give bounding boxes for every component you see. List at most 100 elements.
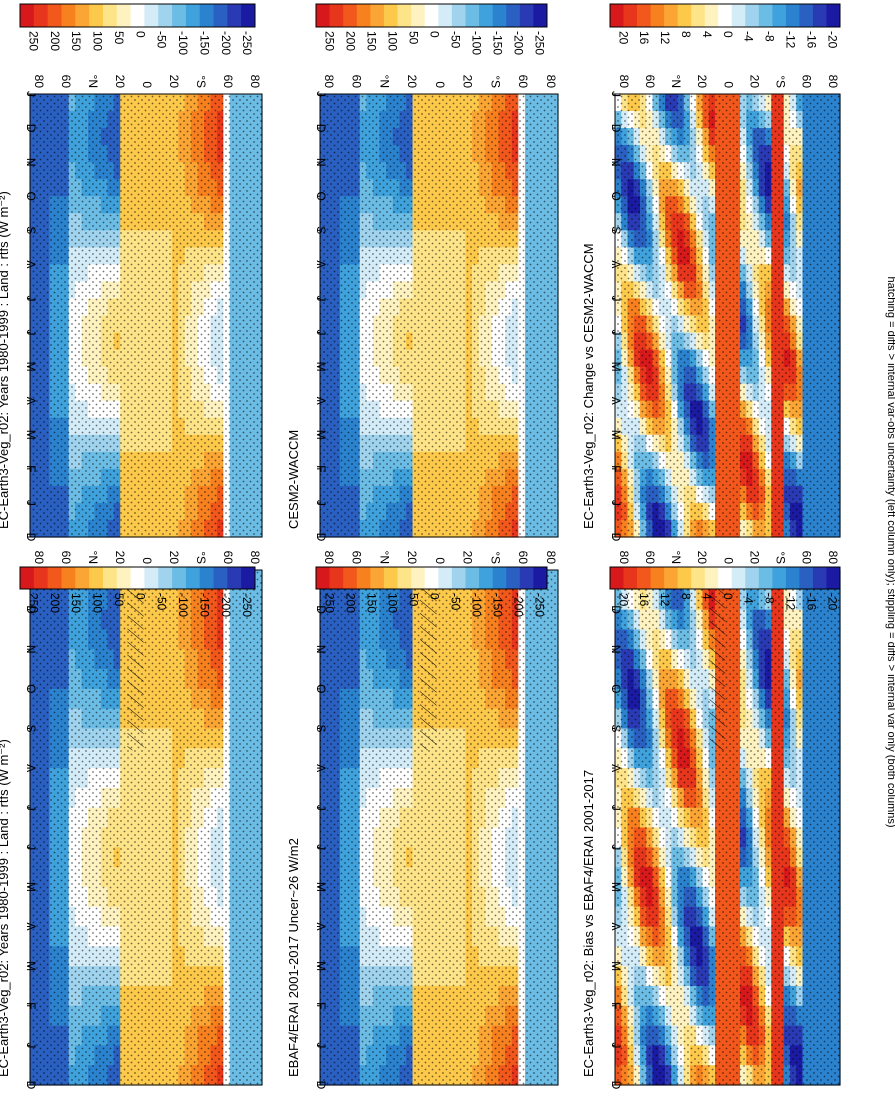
hatching-overlay: [419, 570, 437, 751]
month-tick-label: A: [314, 923, 328, 931]
colorbar: 250 200 150 100 50 0 -50 -100 -150 -200 -250: [19, 3, 256, 55]
month-tick-label: A: [609, 764, 623, 772]
colorbar-tick-label: 200: [343, 593, 357, 613]
latitude-tick-label: 60: [350, 551, 364, 565]
latitude-tick-label: °S: [194, 75, 208, 88]
colorbar-swatch: [144, 567, 159, 589]
month-tick-label: M: [314, 430, 328, 440]
month-tick-label: J: [24, 330, 38, 336]
month-tick-label: D: [609, 1081, 623, 1090]
latitude-tick-label: °N: [86, 75, 100, 88]
stippling-overlay: [30, 94, 262, 537]
colorbar-swatch: [397, 567, 412, 589]
latitude-tick-label: 80: [248, 551, 262, 565]
month-tick-label: N: [314, 158, 328, 167]
latitude-tick-label: 20: [113, 551, 127, 565]
colorbar-swatch: [465, 567, 480, 589]
month-tick-label: J: [314, 91, 328, 97]
colorbar-swatch: [20, 4, 35, 27]
colorbar-swatch: [130, 567, 145, 589]
month-tick-label: D: [609, 605, 623, 614]
colorbar-swatch: [172, 567, 187, 589]
colorbar-tick-label: -150: [490, 593, 504, 617]
colorbar-tick-label: -100: [176, 593, 190, 617]
latitude-tick-label: 80: [322, 75, 336, 89]
colorbar-swatch: [492, 4, 507, 27]
latitude-tick-label: 0: [140, 81, 154, 88]
month-tick-label: M: [609, 882, 623, 892]
month-tick-label: D: [24, 124, 38, 133]
month-tick-label: J: [24, 1042, 38, 1048]
colorbar-tick-label: 0: [133, 31, 147, 38]
latitude-tick-label: °N: [377, 75, 391, 88]
colorbar-swatch: [241, 4, 256, 27]
colorbar-swatch: [397, 4, 412, 27]
colorbar-swatch: [519, 567, 534, 589]
latitude-tick-label: 60: [221, 75, 235, 89]
colorbar-swatch: [116, 4, 131, 27]
colorbar-tick-label: 200: [48, 593, 62, 613]
month-tick-label: N: [609, 645, 623, 654]
month-tick-label: A: [24, 923, 38, 931]
month-tick-label: J: [609, 844, 623, 850]
month-tick-label: D: [314, 533, 328, 542]
colorbar-swatch: [492, 567, 507, 589]
stippling-overlay: [320, 570, 558, 1085]
colorbar-tick-label: 250: [322, 31, 336, 51]
colorbar-tick-label: 50: [112, 593, 126, 607]
latitude-tick-label: 60: [516, 551, 530, 565]
latitude-tick-label: 20: [167, 551, 181, 565]
latitude-tick-label: 20: [113, 75, 127, 89]
month-tick-label: O: [24, 192, 38, 201]
colorbar-swatch: [227, 567, 242, 589]
colorbar-swatch: [329, 4, 344, 27]
latitude-tick-label: 20: [167, 75, 181, 89]
latitude-tick-label: 20: [405, 551, 419, 565]
colorbar-tick-label: 150: [69, 31, 83, 51]
month-tick-label: J: [24, 805, 38, 811]
colorbar-tick-label: 200: [343, 31, 357, 51]
month-tick-label: J: [609, 1042, 623, 1048]
colorbar-swatch: [438, 567, 453, 589]
colorbar-tick-label: 100: [91, 31, 105, 51]
colorbar-tick-label: -50: [448, 31, 462, 49]
colorbar-swatch: [506, 4, 521, 27]
latitude-tick-label: 0: [140, 557, 154, 564]
colorbar-swatch: [89, 4, 104, 27]
month-tick-label: J: [24, 844, 38, 850]
colorbar-tick-label: 250: [27, 593, 41, 613]
colorbar: 250 200 150 100 50 0 -50 -100 -150 -200 -250: [315, 3, 548, 55]
month-tick-label: S: [314, 724, 328, 732]
month-tick-label: F: [314, 1002, 328, 1009]
month-tick-label: S: [609, 724, 623, 732]
colorbar-swatch: [75, 567, 90, 589]
colorbar-swatch: [411, 567, 426, 589]
colorbar-swatch: [130, 4, 145, 27]
colorbar-swatch: [451, 567, 466, 589]
month-tick-label: D: [24, 533, 38, 542]
colorbar-tick-label: 100: [385, 31, 399, 51]
month-tick-label: M: [24, 430, 38, 440]
month-tick-label: J: [314, 805, 328, 811]
panel-3: DJFMAMJJASONDJ8060°N20020°S6080EBAF4/ERA…: [286, 551, 559, 1090]
panel-title: CESM2-WACCM: [286, 430, 301, 529]
month-tick-label: M: [609, 961, 623, 971]
colorbar-tick-label: -100: [469, 593, 483, 617]
month-tick-label: A: [24, 397, 38, 405]
month-tick-label: S: [24, 724, 38, 732]
colorbar-swatch: [343, 567, 358, 589]
stippling-overlay: [615, 570, 840, 1085]
plot-frame: [29, 93, 263, 538]
latitude-tick-label: °S: [194, 551, 208, 564]
colorbar-swatch: [465, 4, 480, 27]
month-tick-label: D: [314, 605, 328, 614]
month-tick-label: A: [314, 764, 328, 772]
latitude-tick-label: 60: [516, 75, 530, 89]
month-tick-label: J: [314, 844, 328, 850]
month-tick-label: F: [314, 465, 328, 472]
month-tick-label: N: [24, 158, 38, 167]
colorbar-swatch: [199, 567, 214, 589]
stippling-overlay: [30, 570, 262, 1085]
latitude-tick-label: 60: [350, 75, 364, 89]
